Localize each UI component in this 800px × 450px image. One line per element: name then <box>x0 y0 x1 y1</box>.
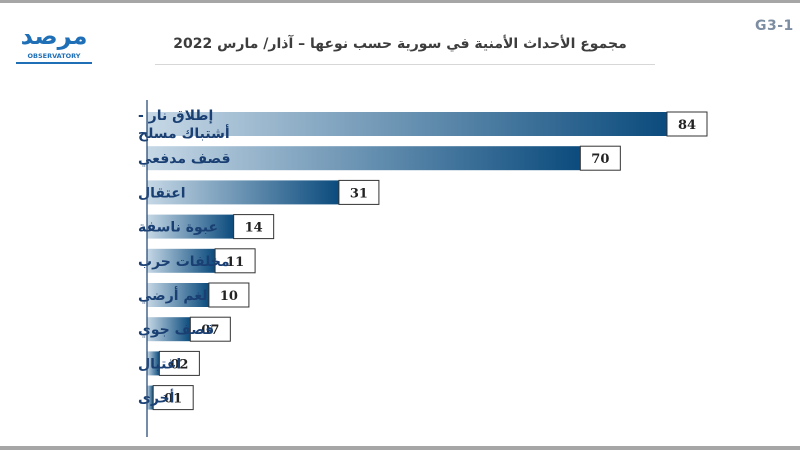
bar-9 <box>147 385 154 410</box>
category-label-5: مخلفات حرب <box>138 254 230 270</box>
value-box-4 <box>233 214 275 240</box>
category-label-9: أخرى <box>138 389 174 407</box>
value-box-3 <box>338 179 380 205</box>
value-label-4: 14 <box>245 221 263 236</box>
bar-5 <box>147 248 216 273</box>
category-label-8: اغتيال <box>138 356 181 372</box>
category-label-4: عبوة ناسفة <box>138 220 218 236</box>
value-label-9: 01 <box>164 392 182 407</box>
value-label-3: 31 <box>350 186 368 201</box>
value-label-5: 11 <box>226 255 244 270</box>
value-box-6 <box>208 282 250 308</box>
bar-1 <box>147 112 667 136</box>
logo-underline <box>16 62 92 64</box>
top-border <box>0 0 800 3</box>
bar-2 <box>147 146 581 171</box>
value-label-1: 84 <box>678 118 696 133</box>
value-box-2 <box>579 145 621 171</box>
bar-6 <box>147 283 209 307</box>
title-divider <box>155 64 655 65</box>
category-label-1: إطلاق نار -أشتباك مسلح <box>138 108 230 142</box>
observatory-logo: مرصد OBSERVATORY <box>14 22 94 68</box>
category-label-7: قصف جوي <box>138 322 214 339</box>
bottom-border <box>0 446 800 450</box>
value-label-7: 07 <box>201 323 219 338</box>
value-box-1 <box>666 111 708 137</box>
bar-8 <box>147 351 160 376</box>
bar-4 <box>147 214 234 239</box>
logo-subtext: OBSERVATORY <box>27 52 81 60</box>
value-box-9 <box>152 385 194 411</box>
category-label-2: قصف مدفعي <box>138 151 231 167</box>
figure-code: G3-1 <box>755 18 794 34</box>
category-label-6: لغم أرضي <box>138 286 208 304</box>
logo-wordmark: مرصد <box>20 22 88 50</box>
value-box-8 <box>158 350 200 376</box>
bar-3 <box>147 180 339 205</box>
value-label-2: 70 <box>591 152 609 167</box>
value-box-5 <box>214 248 256 274</box>
value-label-6: 10 <box>220 289 238 304</box>
chart-title: مجموع الأحداث الأمنية في سورية حسب نوعها… <box>173 36 627 52</box>
value-box-7 <box>189 316 231 342</box>
value-label-8: 02 <box>170 357 188 372</box>
category-label-3: اعتقال <box>138 185 186 201</box>
bar-7 <box>147 317 191 342</box>
